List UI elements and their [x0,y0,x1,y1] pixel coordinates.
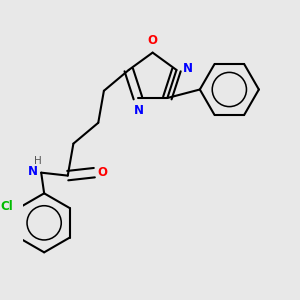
Text: N: N [134,104,144,117]
Text: Cl: Cl [1,200,13,213]
Text: H: H [34,156,42,166]
Text: N: N [28,165,38,178]
Text: O: O [148,34,158,47]
Text: N: N [182,62,192,75]
Text: O: O [98,166,108,179]
